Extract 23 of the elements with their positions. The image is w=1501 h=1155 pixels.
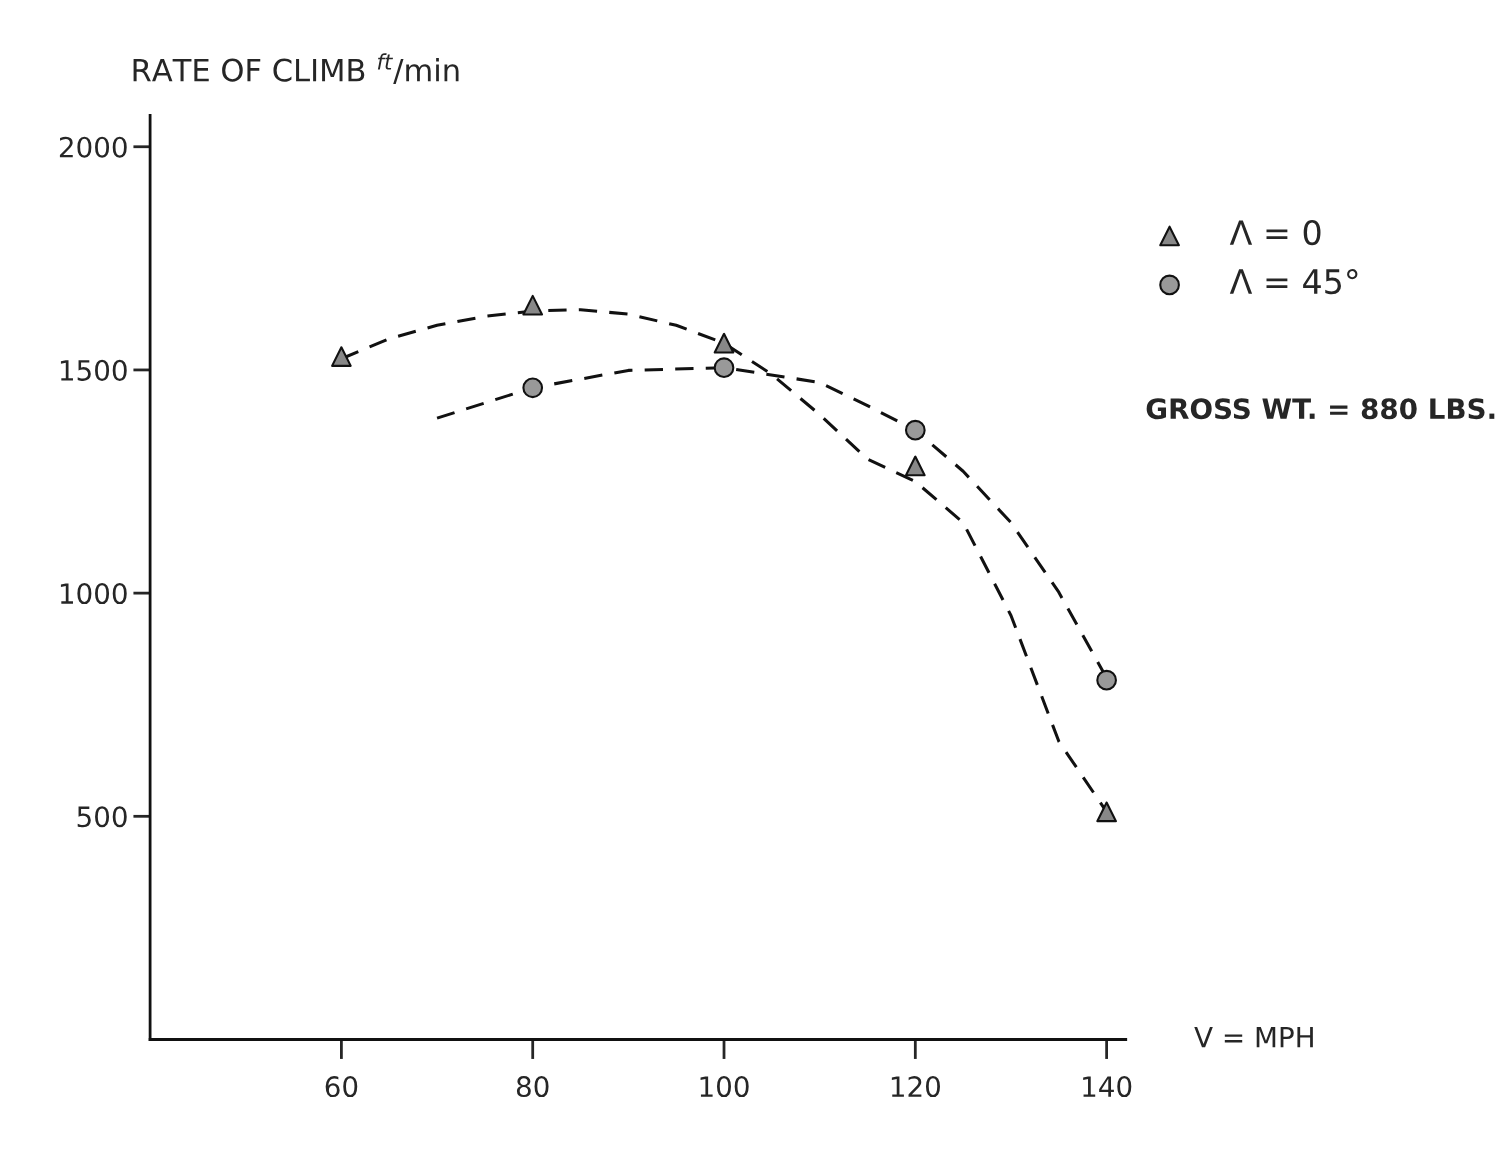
y-tick-label: 1500 [60,359,127,381]
point [904,455,926,477]
y-tick-label: 2000 [59,136,127,158]
x-tick-label: 120 [891,1076,940,1098]
point [1096,801,1117,823]
legend-label: Λ = 0 [1229,220,1321,246]
x-tick-label: 80 [516,1076,549,1098]
x-axis-title: V = MPH [1194,1026,1313,1048]
x-tick-label: 140 [1083,1076,1132,1098]
point [331,346,352,367]
point [904,419,926,441]
point [522,294,544,316]
y-axis-title: RATE OF CLIMB $^{ft}$/min [133,53,459,85]
x-tick-label: 60 [325,1076,358,1098]
text: GROSS WT. = 880 LBS. [1146,398,1495,420]
y-tick-label: 500 [77,806,127,828]
point [1096,669,1117,691]
y-tick-label: 1000 [60,583,127,605]
point [522,377,544,399]
point [713,357,735,379]
x-tick-label: 100 [700,1076,749,1098]
legend-label: Λ = 45° [1229,268,1358,295]
point [713,332,735,354]
